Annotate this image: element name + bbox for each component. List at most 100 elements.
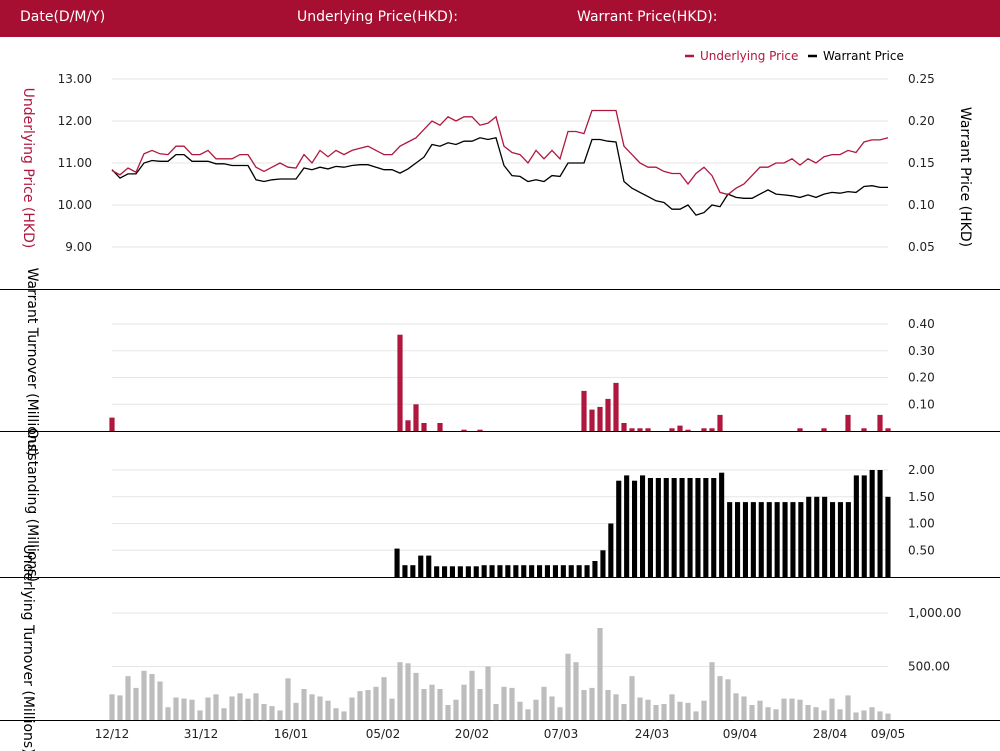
outstanding-bar [664, 478, 669, 577]
outstanding-bar-chart: 0.501.001.502.00 [112, 463, 935, 577]
outstanding-bar [561, 565, 566, 577]
right-axis-tick-label: 0.20 [908, 114, 935, 128]
underlying-turnover-bar [437, 689, 442, 720]
underlying-turnover-bar [797, 700, 802, 720]
underlying-turnover-bar [717, 676, 722, 720]
underlying-turnover-bar [405, 663, 410, 720]
x-axis-tick-label: 05/02 [366, 727, 401, 741]
underlying-turnover-bar [693, 711, 698, 720]
underlying-turnover-bar [461, 685, 466, 720]
outstanding-bar [426, 556, 431, 577]
warrant-turnover-bar-chart: 0.100.200.300.40 [109, 317, 934, 431]
x-axis-tick-label: 07/03 [544, 727, 579, 741]
outstanding-bar [482, 565, 487, 577]
outstanding-bar [513, 565, 518, 577]
warrant-turnover-bar [461, 430, 466, 431]
underlying-turnover-bar [221, 708, 226, 720]
underlying-turnover-bar [773, 709, 778, 720]
warrant-turnover-bar [637, 428, 642, 431]
date-label: Date(D/M/Y) [20, 9, 105, 25]
underlying-turnover-bar [701, 701, 706, 720]
warrant-turnover-bar [597, 407, 602, 431]
underlying-turnover-bar [653, 705, 658, 720]
outstanding-bar [537, 565, 542, 577]
outstanding-bar [680, 478, 685, 577]
underlying-turnover-tick-label: 500.00 [908, 660, 950, 674]
warrant-price-axis-title: Warrant Price (HKD) [957, 107, 973, 247]
underlying-turnover-bar [645, 700, 650, 720]
underlying-turnover-bar [421, 689, 426, 720]
left-axis-tick-label: 13.00 [58, 72, 92, 86]
outstanding-bar [545, 565, 550, 577]
underlying-turnover-bar [741, 697, 746, 721]
x-axis-tick-label: 28/04 [813, 727, 848, 741]
underlying-turnover-bar [189, 700, 194, 720]
underlying-turnover-bar [829, 699, 834, 720]
underlying-turnover-bar [269, 706, 274, 720]
underlying-turnover-bar [805, 705, 810, 720]
outstanding-bar [783, 502, 788, 577]
outstanding-tick-label: 0.50 [908, 543, 935, 557]
warrant-turnover-bar [613, 383, 618, 431]
outstanding-bar [592, 561, 597, 577]
underlying-turnover-bar [205, 698, 210, 721]
x-axis-tick-label: 31/12 [184, 727, 219, 741]
underlying-turnover-bar [757, 701, 762, 720]
warrant-turnover-bar [717, 415, 722, 431]
underlying-turnover-bar [709, 662, 714, 720]
underlying-turnover-bar [197, 710, 202, 720]
underlying-turnover-bar [237, 693, 242, 720]
underlying-turnover-bar [677, 702, 682, 720]
outstanding-bar [608, 524, 613, 578]
warrant-turnover-bar [397, 335, 402, 431]
underlying-turnover-bar [477, 689, 482, 720]
right-axis-tick-label: 0.15 [908, 156, 935, 170]
warrant-turnover-bar [477, 430, 482, 431]
outstanding-bar [395, 549, 400, 577]
underlying-turnover-bar [149, 674, 154, 720]
right-axis-tick-label: 0.25 [908, 72, 935, 86]
outstanding-bar [798, 502, 803, 577]
underlying-turnover-bar [637, 698, 642, 721]
outstanding-bar [497, 565, 502, 577]
underlying-turnover-bar [413, 673, 418, 720]
underlying-turnover-bar [445, 705, 450, 720]
outstanding-bar [529, 565, 534, 577]
warrant-turnover-tick-label: 0.20 [908, 371, 935, 385]
outstanding-bar [434, 566, 439, 577]
outstanding-bar [577, 565, 582, 577]
outstanding-bar [751, 502, 756, 577]
outstanding-bar [790, 502, 795, 577]
warrant-turnover-bar [437, 423, 442, 431]
outstanding-bar [775, 502, 780, 577]
underlying-turnover-bar [845, 695, 850, 720]
x-axis-tick-label: 16/01 [274, 727, 309, 741]
outstanding-bar [410, 565, 415, 577]
outstanding-bar [624, 475, 629, 577]
outstanding-bar [672, 478, 677, 577]
underlying-turnover-bar [629, 676, 634, 720]
underlying-turnover-bar [605, 690, 610, 720]
underlying-turnover-bar [813, 707, 818, 720]
underlying-turnover-bar [733, 693, 738, 720]
left-axis-tick-label: 10.00 [58, 198, 92, 212]
underlying-turnover-bar [485, 667, 490, 721]
underlying-turnover-bar [869, 707, 874, 720]
outstanding-bar [814, 497, 819, 577]
underlying-turnover-bar [181, 699, 186, 720]
underlying-turnover-bar [285, 678, 290, 720]
underlying-turnover-bar [229, 697, 234, 721]
underlying-turnover-bar [573, 662, 578, 720]
underlying-turnover-bar [389, 699, 394, 720]
outstanding-bar [870, 470, 875, 577]
outstanding-bar [846, 502, 851, 577]
right-axis-tick-label: 0.10 [908, 198, 935, 212]
underlying-turnover-bar [109, 694, 114, 720]
outstanding-bar [585, 565, 590, 577]
outstanding-bar [466, 566, 471, 577]
price-line-chart: 9.0010.0011.0012.0013.000.050.100.150.20… [58, 72, 935, 254]
legend-underlying-label: Underlying Price [700, 49, 798, 63]
underlying-turnover-bar [685, 703, 690, 720]
underlying-turnover-bar [357, 691, 362, 720]
underlying-turnover-bar [365, 690, 370, 720]
